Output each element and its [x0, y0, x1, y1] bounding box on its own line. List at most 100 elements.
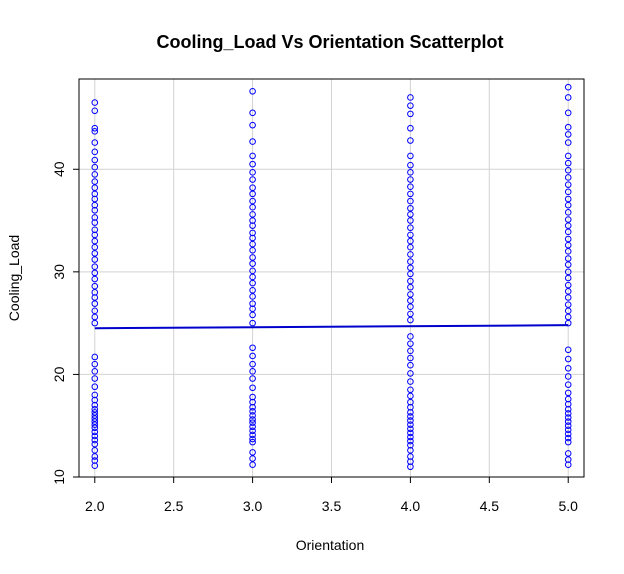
data-point: [91, 99, 99, 106]
y-tick-label: 40: [51, 161, 67, 177]
data-point: [91, 269, 99, 277]
data-point: [564, 201, 572, 209]
data-point: [564, 405, 572, 413]
data-point: [249, 416, 256, 423]
data-point: [407, 316, 414, 324]
data-point: [407, 310, 414, 318]
data-point: [564, 159, 572, 167]
data-point: [407, 378, 414, 385]
data-point: [407, 190, 414, 198]
data-point: [91, 424, 99, 432]
data-point: [91, 294, 99, 301]
data-point: [249, 305, 256, 313]
data-point: [564, 152, 572, 160]
data-point: [91, 148, 99, 156]
data-point: [91, 383, 99, 391]
data-point: [564, 364, 572, 372]
data-point: [91, 237, 99, 245]
data-point: [564, 389, 572, 397]
data-point: [407, 392, 414, 400]
data-point: [564, 139, 572, 146]
data-point: [407, 270, 414, 278]
data-point: [564, 307, 572, 315]
data-point: [91, 453, 99, 460]
x-tick-label: 5.0: [558, 498, 578, 514]
data-point: [407, 110, 414, 118]
x-tick-label: 4.5: [480, 498, 500, 514]
data-point: [407, 161, 414, 169]
data-point: [249, 423, 256, 431]
data-point: [249, 384, 256, 392]
data-point: [407, 303, 414, 311]
data-point: [249, 319, 256, 327]
data-point: [564, 268, 572, 276]
y-tick-label: 30: [51, 264, 67, 280]
data-point: [407, 176, 414, 183]
data-point: [564, 288, 572, 295]
data-point: [91, 171, 99, 178]
data-point: [564, 174, 572, 181]
data-point: [564, 131, 572, 138]
data-point: [91, 307, 99, 315]
data-point: [407, 211, 414, 218]
data-point: [249, 169, 256, 176]
data-point: [249, 344, 256, 352]
data-point: [91, 300, 99, 307]
data-point: [564, 109, 572, 117]
data-point: [407, 197, 414, 205]
data-point: [249, 160, 256, 168]
data-point: [407, 417, 414, 424]
grid: [79, 79, 584, 478]
data-point: [407, 429, 414, 437]
data-point: [249, 403, 256, 411]
data-point: [564, 434, 572, 442]
data-point: [249, 412, 256, 419]
data-point: [249, 234, 256, 242]
data-point: [564, 426, 572, 434]
data-point: [91, 412, 99, 419]
data-point: [249, 197, 256, 205]
data-point: [407, 169, 414, 176]
data-point: [564, 228, 572, 236]
data-point: [564, 195, 572, 203]
data-point: [564, 83, 572, 91]
data-point: [249, 461, 256, 468]
data-point: [91, 243, 99, 251]
data-point: [564, 188, 572, 196]
data-point: [564, 438, 572, 446]
data-point: [249, 222, 256, 229]
data-point: [249, 184, 256, 192]
data-point: [249, 254, 256, 261]
data-point: [407, 463, 414, 471]
data-point: [564, 373, 572, 380]
chart-title: Cooling_Load Vs Orientation Scatterplot: [156, 32, 503, 52]
data-point: [407, 264, 414, 272]
data-point: [249, 293, 256, 300]
x-tick-label: 3.0: [243, 498, 263, 514]
regression-line-group: [94, 324, 569, 330]
data-point: [91, 163, 99, 171]
data-point: [91, 353, 99, 361]
data-point: [91, 231, 99, 239]
data-point: [564, 261, 572, 268]
data-point: [407, 361, 414, 369]
data-point: [91, 139, 99, 146]
data-point: [407, 183, 414, 191]
data-point: [407, 152, 414, 160]
data-point: [564, 430, 572, 438]
data-point: [407, 370, 414, 377]
data-point: [564, 294, 572, 301]
data-point: [407, 433, 414, 441]
x-tick-label: 4.0: [401, 498, 421, 514]
data-point: [407, 297, 414, 304]
data-point: [407, 137, 414, 144]
data-point: [249, 138, 256, 145]
data-point: [564, 166, 572, 174]
y-tick-label: 10: [51, 469, 67, 485]
data-point: [249, 287, 256, 294]
data-point: [407, 224, 414, 232]
y-axis-label: Cooling_Load: [6, 235, 22, 321]
data-point: [407, 102, 414, 109]
data-point: [249, 449, 256, 456]
data-point: [407, 347, 414, 355]
